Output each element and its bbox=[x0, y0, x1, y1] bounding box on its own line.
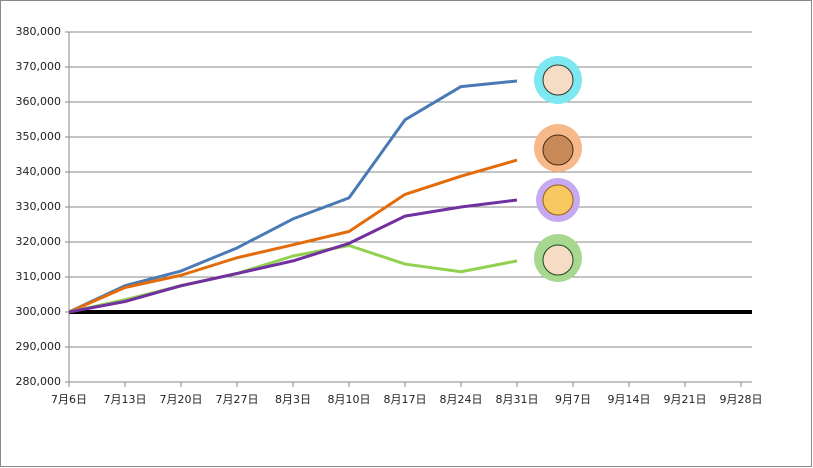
x-tick-label: 7月20日 bbox=[160, 393, 203, 406]
x-tick-label: 8月24日 bbox=[440, 393, 483, 406]
x-tick-label: 7月6日 bbox=[51, 393, 87, 406]
x-tick-label: 8月10日 bbox=[328, 393, 371, 406]
y-tick-label: 310,000 bbox=[16, 270, 62, 283]
x-tick-label: 8月3日 bbox=[275, 393, 311, 406]
y-tick-label: 320,000 bbox=[16, 235, 62, 248]
y-tick-label: 290,000 bbox=[16, 340, 62, 353]
avatar-face bbox=[542, 134, 574, 166]
x-tick-label: 9月7日 bbox=[555, 393, 591, 406]
series-line bbox=[68, 79, 518, 314]
y-tick-label: 370,000 bbox=[16, 60, 62, 73]
avatar-face bbox=[542, 244, 574, 276]
y-tick-label: 300,000 bbox=[16, 305, 62, 318]
plot-area: 280,000 290,000 300,000 310,000 320,000 330,0… bbox=[16, 25, 763, 406]
x-tick-label: 9月28日 bbox=[720, 393, 763, 406]
avatars bbox=[534, 56, 582, 282]
x-tick-label: 8月31日 bbox=[496, 393, 539, 406]
y-tick-label: 280,000 bbox=[16, 375, 62, 388]
x-tick-label: 7月13日 bbox=[104, 393, 147, 406]
x-tick-label: 8月17日 bbox=[384, 393, 427, 406]
y-tick-label: 330,000 bbox=[16, 200, 62, 213]
y-tick-label: 340,000 bbox=[16, 165, 62, 178]
y-tick-label: 350,000 bbox=[16, 130, 62, 143]
x-tick-label: 9月14日 bbox=[608, 393, 651, 406]
x-tick-label: 9月21日 bbox=[664, 393, 707, 406]
avatar-face bbox=[542, 184, 574, 216]
series-line bbox=[68, 158, 518, 314]
y-tick-label: 380,000 bbox=[16, 25, 62, 38]
x-tick-label: 7月27日 bbox=[216, 393, 259, 406]
avatar-face bbox=[542, 64, 574, 96]
y-tick-label: 360,000 bbox=[16, 95, 62, 108]
series-line bbox=[68, 198, 518, 314]
